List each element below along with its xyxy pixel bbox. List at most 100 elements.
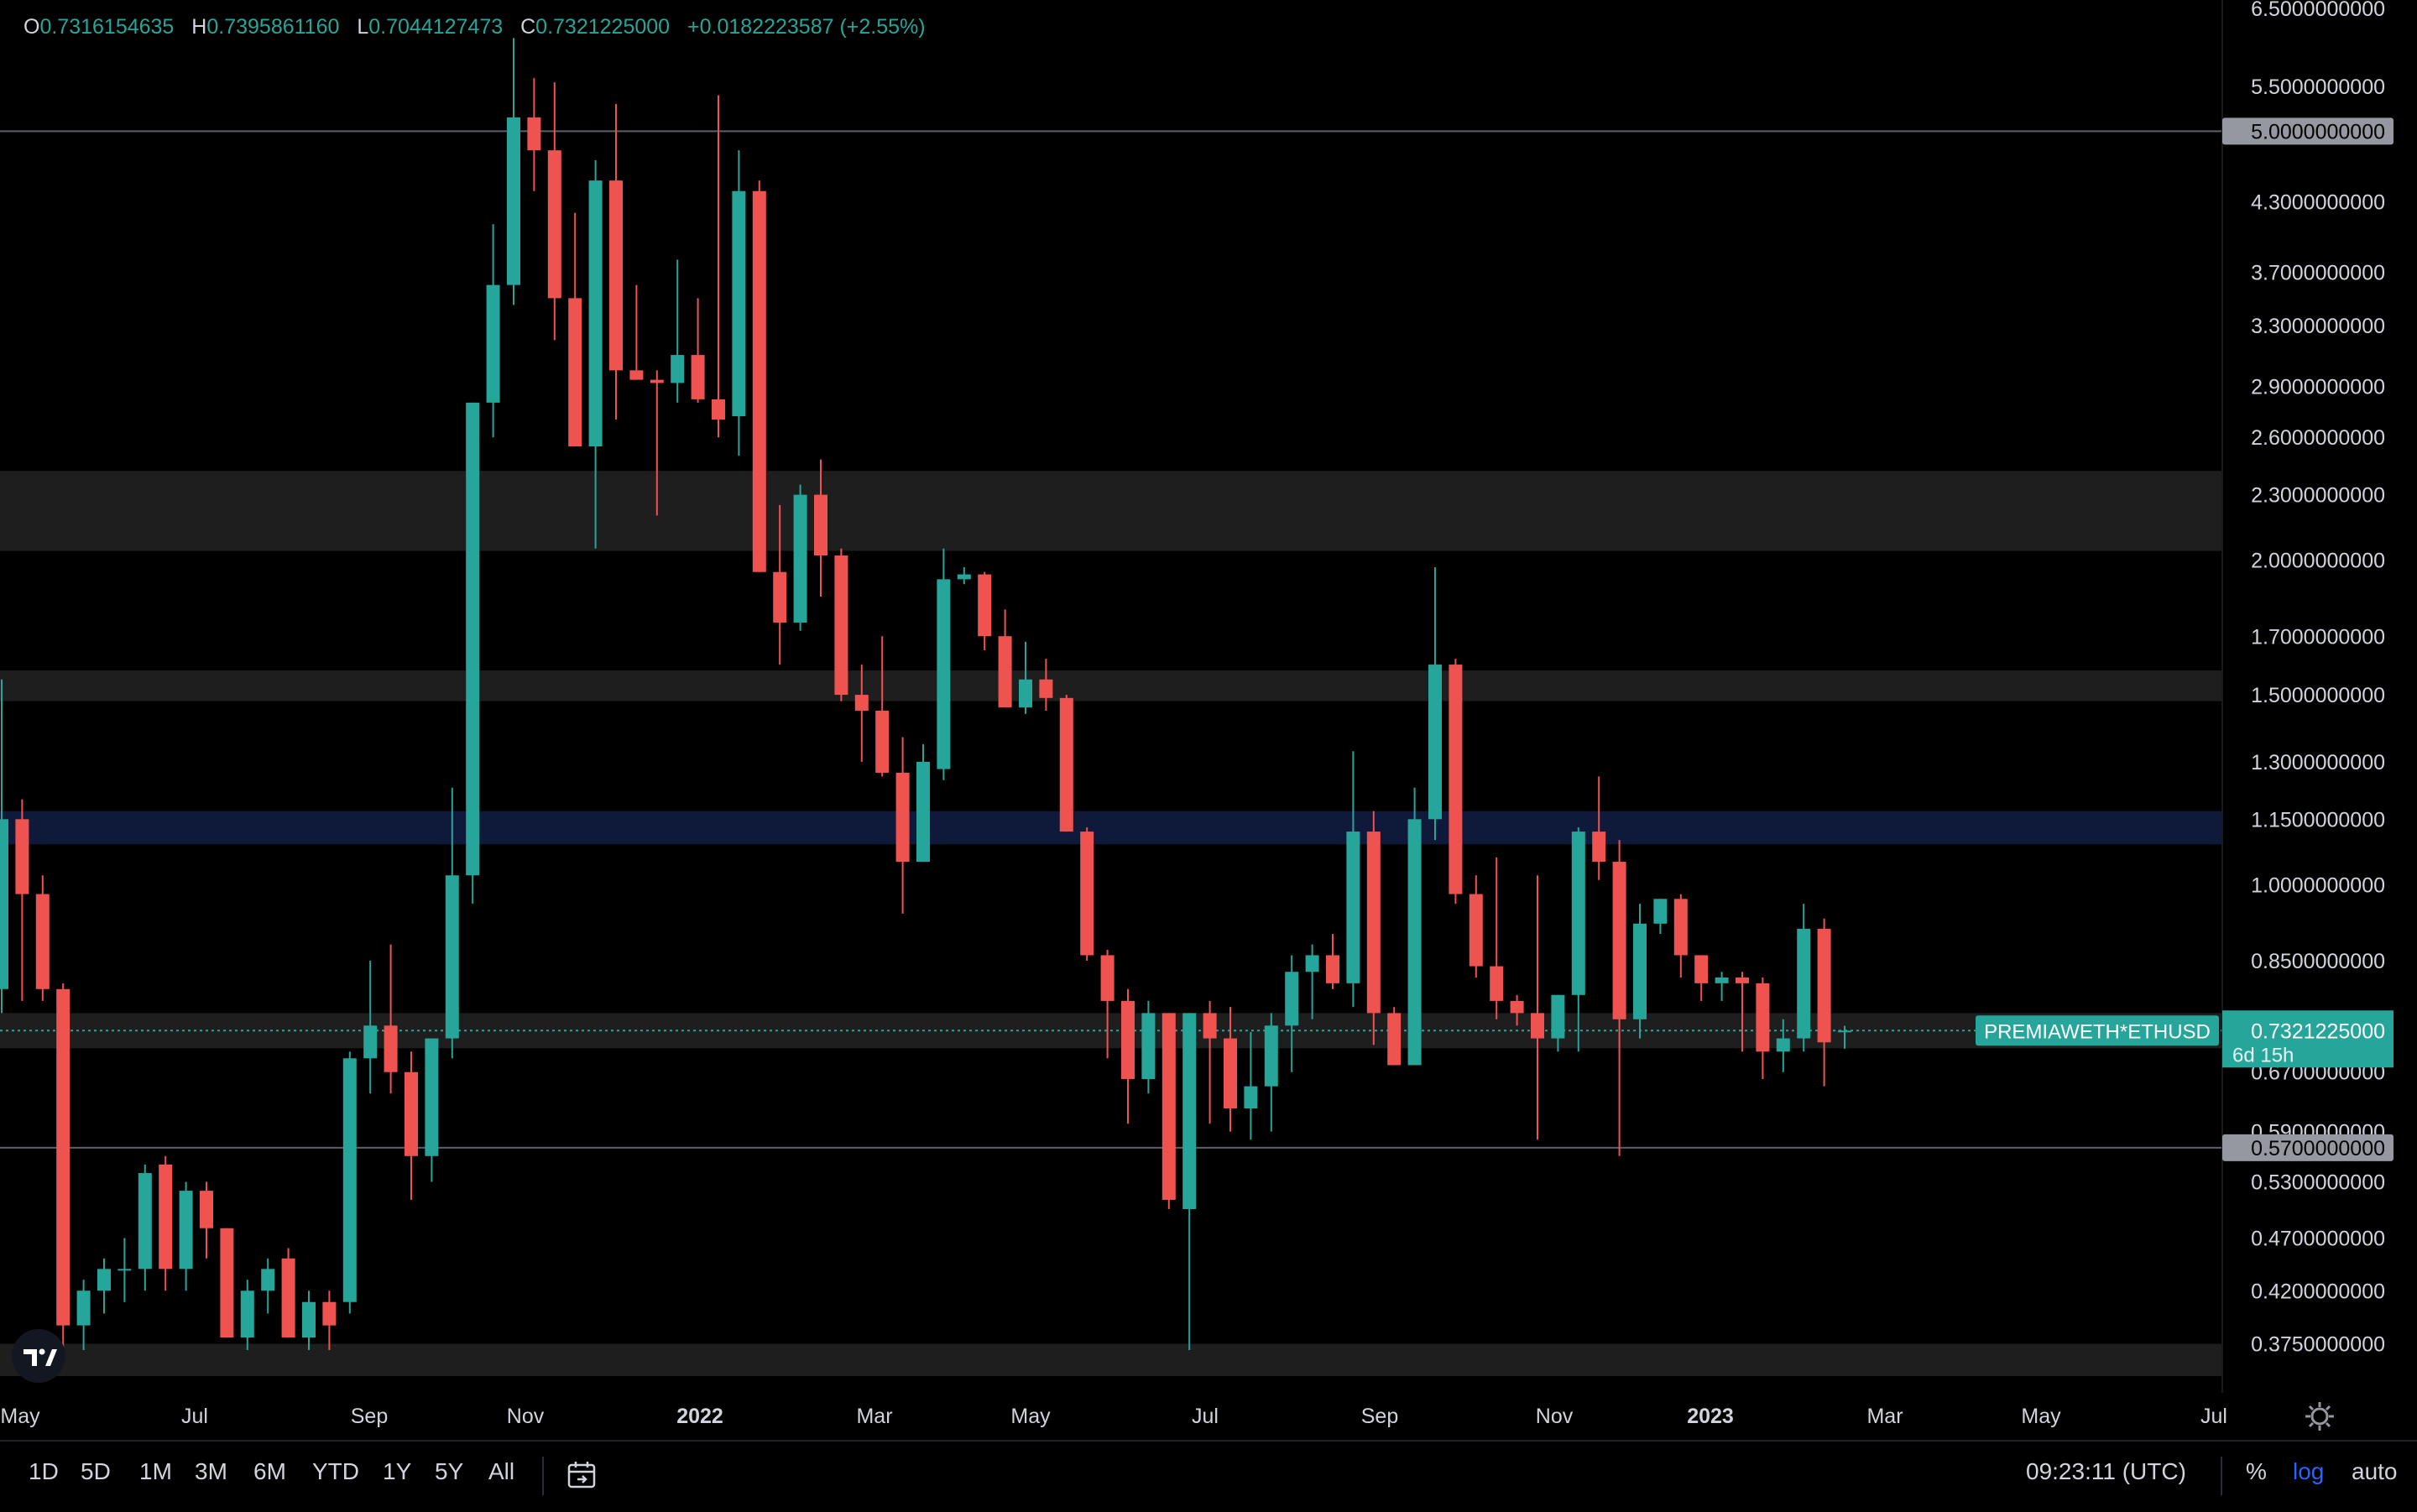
percent-toggle[interactable]: %	[2246, 1458, 2267, 1484]
candle-body	[793, 494, 807, 623]
candle-body	[712, 399, 725, 420]
time-tick-label: Jul	[1192, 1405, 1219, 1428]
candle-body	[384, 1025, 398, 1072]
range-1m[interactable]: 1M	[139, 1458, 172, 1484]
candle-body	[978, 574, 992, 637]
auto-toggle[interactable]: auto	[2352, 1458, 2398, 1484]
candle-body	[1612, 862, 1626, 1019]
candle-body	[159, 1164, 173, 1270]
price-tick-label: 3.7000000000	[2251, 261, 2385, 284]
gear-icon[interactable]	[2303, 1400, 2336, 1433]
candle-body	[261, 1269, 275, 1291]
candle-body	[957, 574, 971, 580]
candle-body	[752, 190, 766, 572]
time-tick-label: Mar	[1866, 1405, 1903, 1428]
price-tick-label: 4.3000000000	[2251, 191, 2385, 215]
price-tick-label: 2.3000000000	[2251, 484, 2385, 508]
range-1y[interactable]: 1Y	[383, 1458, 412, 1484]
candle-body	[1039, 679, 1053, 698]
candlestick-chart[interactable]: 6.5000000000 5.5000000000 4.3000000000 3.70…	[0, 0, 2417, 1440]
price-tick-label: 0.5300000000	[2251, 1170, 2385, 1194]
low-label: L	[357, 15, 369, 39]
range-3m[interactable]: 3M	[195, 1458, 227, 1484]
candle-body	[998, 636, 1012, 708]
candle-body	[1673, 899, 1688, 956]
range-ytd[interactable]: YTD	[312, 1458, 359, 1484]
last-price-text: 0.7321225000	[2251, 1019, 2385, 1043]
time-tick-label: Jul	[181, 1405, 208, 1428]
candle-body	[1080, 832, 1094, 956]
clock-display[interactable]: 09:23:11 (UTC)	[2026, 1458, 2186, 1484]
candle-body	[1633, 923, 1647, 1019]
time-axis[interactable]: May Jul Sep Nov 2022 Mar May Jul Sep Nov 2023 Mar Ma…	[0, 1405, 2227, 1428]
candle-body	[1592, 832, 1606, 863]
tradingview-logo-icon[interactable]	[12, 1329, 65, 1383]
open-label: O	[23, 15, 40, 39]
candle-body	[35, 894, 50, 989]
candle-body	[15, 819, 29, 894]
symbol-tag	[1976, 1015, 2219, 1046]
candle-body	[240, 1290, 254, 1338]
level-price-tag	[2222, 117, 2394, 145]
candle-body	[1469, 894, 1483, 967]
price-zone	[0, 670, 2222, 701]
low-value: 0.7044127473	[368, 15, 504, 39]
time-tick-label: Mar	[856, 1405, 892, 1428]
candle-body	[568, 298, 582, 447]
candle-body	[650, 379, 664, 383]
candle-body	[875, 710, 890, 773]
range-1d[interactable]: 1D	[29, 1458, 59, 1484]
range-all[interactable]: All	[488, 1458, 515, 1484]
symbol-tag-text: PREMIAWETH*ETHUSD	[1984, 1020, 2211, 1043]
price-tick-label: 1.7000000000	[2251, 625, 2385, 649]
price-tick-label: 3.3000000000	[2251, 315, 2385, 338]
candle-body	[1182, 1013, 1197, 1210]
candle-body	[405, 1071, 418, 1156]
candle-body	[732, 190, 746, 417]
price-tick-label: 1.5000000000	[2251, 684, 2385, 707]
price-tick-label: 6.5000000000	[2251, 0, 2385, 21]
range-5d[interactable]: 5D	[81, 1458, 111, 1484]
candle-body	[1224, 1038, 1237, 1108]
candle-body	[1756, 983, 1770, 1052]
bottom-toolbar: 1D 5D 1M 3M 6M YTD 1Y 5Y All 09:23:11 (U…	[0, 1440, 2417, 1512]
level-price-text: 5.0000000000	[2251, 120, 2385, 143]
ohlc-legend: O0.7316154635 H0.7395861160 L0.704412747…	[23, 15, 937, 39]
level-price-tag	[2222, 1134, 2394, 1161]
candle-body	[895, 772, 910, 863]
candle-body	[1407, 819, 1422, 1066]
price-tick-label: 2.0000000000	[2251, 550, 2385, 573]
candle-body	[200, 1191, 213, 1228]
candle-body	[1715, 978, 1729, 983]
candle-body	[937, 579, 951, 769]
candle-body	[1387, 1013, 1402, 1066]
candle-body	[1244, 1086, 1258, 1108]
log-toggle[interactable]: log	[2293, 1458, 2325, 1484]
candle-body	[1653, 899, 1668, 924]
toolbar-divider	[2221, 1457, 2222, 1495]
candle-body	[1121, 1000, 1135, 1080]
candle-body	[1264, 1025, 1278, 1087]
price-tick-label: 0.4200000000	[2251, 1280, 2385, 1303]
price-tick-label: 0.8500000000	[2251, 950, 2385, 973]
last-price-tag	[2222, 1010, 2394, 1068]
price-zone	[0, 471, 2222, 551]
calendar-range-icon[interactable]	[566, 1458, 599, 1492]
candle-body	[1285, 972, 1299, 1026]
price-axis[interactable]: 6.5000000000 5.5000000000 4.3000000000 3.70…	[2251, 0, 2385, 1357]
candle-body	[1366, 832, 1381, 1014]
range-5y[interactable]: 5Y	[435, 1458, 464, 1484]
time-tick-label: May	[1010, 1405, 1051, 1428]
time-tick-label: Sep	[351, 1405, 388, 1428]
price-tick-label: 1.1500000000	[2251, 808, 2385, 832]
time-tick-label: Sep	[1361, 1405, 1398, 1428]
candle-body	[1305, 955, 1319, 972]
candle-body	[97, 1269, 111, 1291]
change-value: +0.0182223587 (+2.55%)	[687, 15, 926, 39]
candle-body	[1059, 697, 1073, 832]
candle-body	[854, 695, 869, 711]
time-tick-label: 2023	[1687, 1405, 1734, 1428]
candle-body	[322, 1301, 337, 1326]
range-6m[interactable]: 6M	[253, 1458, 286, 1484]
